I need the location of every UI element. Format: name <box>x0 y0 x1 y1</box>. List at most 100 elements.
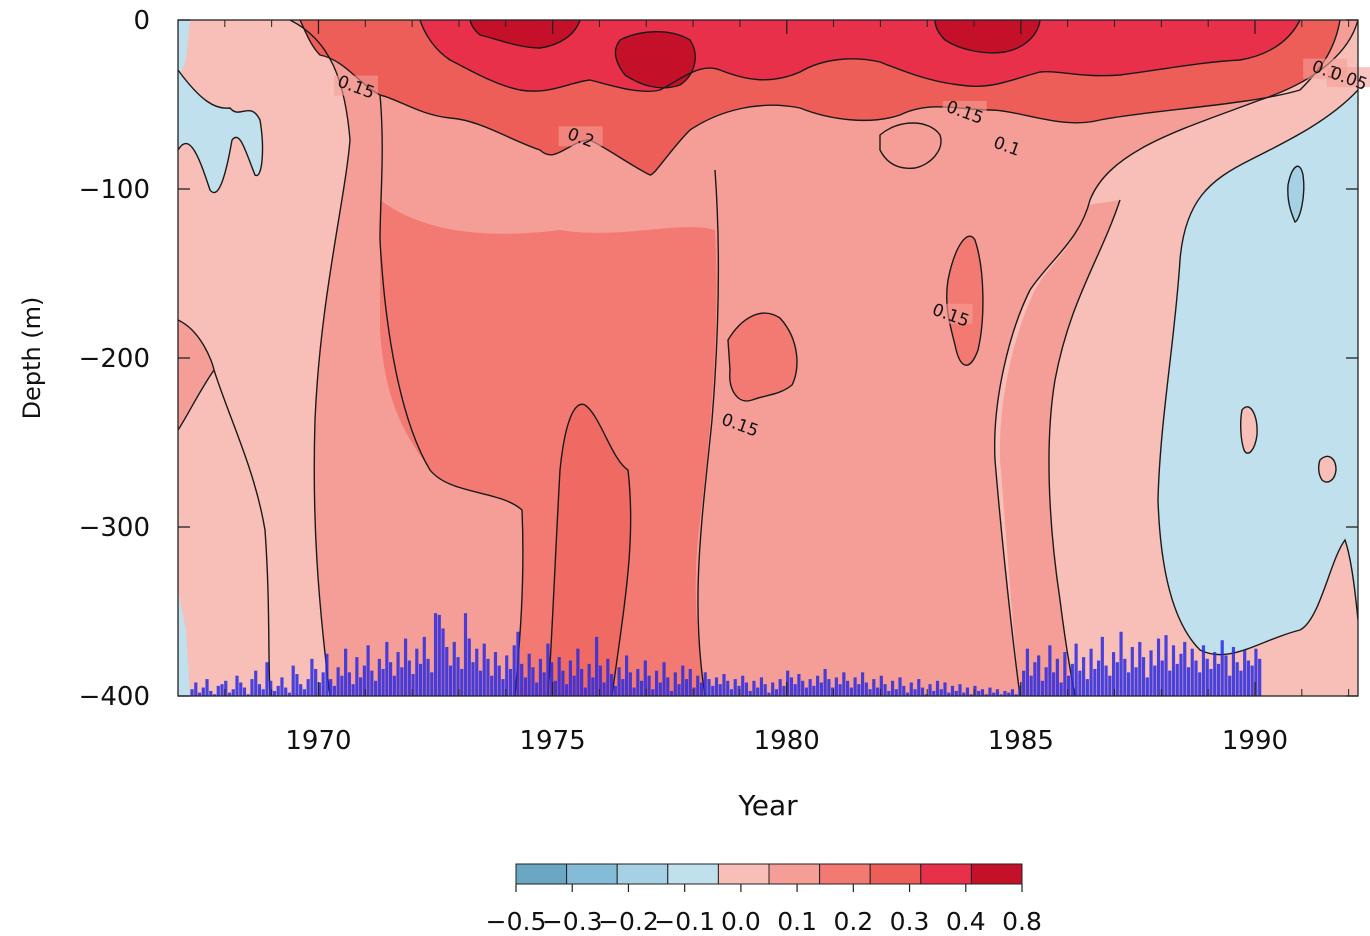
bar-mark <box>512 645 516 696</box>
bar-mark <box>239 682 243 696</box>
bar-mark <box>392 675 396 696</box>
bar-mark <box>1216 663 1221 696</box>
bar-mark <box>201 687 205 696</box>
bar-mark <box>1164 635 1168 696</box>
bar-mark <box>827 679 831 696</box>
bar-mark <box>209 690 213 696</box>
bar-mark <box>726 680 730 696</box>
bar-mark <box>875 687 880 696</box>
bar-mark <box>587 663 591 696</box>
bar-mark <box>610 674 614 696</box>
bar-mark <box>1040 680 1044 696</box>
bar-mark <box>924 694 928 696</box>
bar-mark <box>774 689 779 696</box>
bar-mark <box>857 684 861 696</box>
bar-mark <box>1111 652 1116 696</box>
bar-series <box>190 613 1262 696</box>
bar-mark <box>1003 690 1007 696</box>
bar-mark <box>737 685 741 696</box>
bar-mark <box>336 667 340 696</box>
bar-mark <box>1179 653 1183 696</box>
bar-mark <box>456 657 460 696</box>
bar-mark <box>1239 670 1243 696</box>
bar-mark <box>651 689 655 696</box>
bar-mark <box>295 674 299 696</box>
bar-mark <box>868 689 872 696</box>
bar-mark <box>1156 638 1161 696</box>
bar-mark <box>984 694 988 696</box>
bar-mark <box>1104 665 1108 696</box>
bar-mark <box>1055 658 1059 696</box>
contour-label-bg <box>717 413 762 434</box>
bar-mark <box>756 687 760 696</box>
contour-line <box>1317 455 1337 483</box>
bar-mark <box>471 662 475 696</box>
bar-mark <box>767 692 771 696</box>
bar-mark <box>703 672 707 696</box>
bar-mark <box>242 687 247 696</box>
bar-mark <box>977 690 981 696</box>
bar-mark <box>879 675 883 696</box>
contour-label-bg <box>928 303 973 324</box>
colorbar: −0.5−0.3−0.2−0.1 0.0 0.1 0.2 0.3 0.4 0.8 <box>486 863 1042 936</box>
bar-mark <box>1100 636 1104 696</box>
contour-region-island-1980 <box>728 313 797 401</box>
bar-mark <box>490 675 494 696</box>
bar-mark <box>422 636 426 696</box>
bar-mark <box>332 685 336 696</box>
bar-mark <box>1119 631 1123 696</box>
bar-mark <box>621 679 625 696</box>
bar-mark <box>1085 679 1089 696</box>
bar-mark <box>227 692 232 696</box>
contour-line <box>469 20 581 49</box>
contour-line <box>993 20 1358 696</box>
bar-mark <box>463 613 468 696</box>
bar-mark <box>1115 662 1119 696</box>
colorbar-swatch <box>768 863 821 885</box>
bar-mark <box>385 641 389 696</box>
bar-mark <box>325 653 329 696</box>
bar-mark <box>958 684 962 696</box>
bar-mark <box>872 679 876 696</box>
bar-mark <box>321 672 325 696</box>
bar-mark <box>692 687 696 696</box>
bar-mark <box>1198 672 1202 696</box>
y-axis-title: Depth (m) <box>18 297 46 420</box>
bar-mark <box>681 665 685 696</box>
bar-mark <box>962 692 966 696</box>
bar-mark <box>1033 662 1037 696</box>
contour-line <box>547 403 632 696</box>
bar-mark <box>846 680 850 696</box>
bar-mark <box>973 685 977 696</box>
contour-label-bg <box>942 100 987 121</box>
bar-mark <box>1134 667 1138 696</box>
bar-mark <box>969 694 973 696</box>
bar-mark <box>1171 645 1176 696</box>
bar-mark <box>314 668 318 696</box>
colorbar-label: −0.3 <box>542 907 603 936</box>
colorbar-label: 0.3 <box>890 907 930 936</box>
y-tick-label: −400 <box>79 682 150 712</box>
bar-mark <box>403 638 408 696</box>
bar-mark <box>351 684 355 696</box>
contour-line <box>1157 89 1358 656</box>
bar-mark <box>441 628 445 696</box>
bar-mark <box>212 694 217 696</box>
bar-mark <box>531 667 535 696</box>
bar-mark <box>359 677 363 696</box>
bar-mark <box>920 687 925 696</box>
bar-mark <box>287 692 292 696</box>
bar-mark <box>400 667 404 696</box>
bar-mark <box>778 679 782 696</box>
bar-mark <box>786 670 790 696</box>
colorbar-label: −0.5 <box>486 907 547 936</box>
bar-mark <box>939 689 943 696</box>
bar-mark <box>1048 645 1052 696</box>
colorbar-label: 0.1 <box>777 907 817 936</box>
bar-mark <box>834 677 838 696</box>
bar-mark <box>864 682 868 696</box>
bar-mark <box>437 614 441 696</box>
bar-mark <box>1063 652 1067 696</box>
bar-mark <box>613 685 617 696</box>
bar-mark <box>317 682 322 696</box>
